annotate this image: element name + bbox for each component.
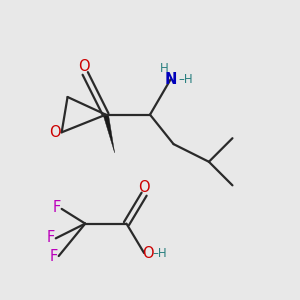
Text: O: O: [138, 180, 149, 195]
Text: F: F: [52, 200, 61, 215]
Text: –H: –H: [153, 247, 167, 260]
Text: F: F: [50, 249, 58, 264]
Text: –H: –H: [178, 73, 193, 85]
Text: O: O: [79, 59, 90, 74]
Text: H: H: [160, 61, 169, 75]
Polygon shape: [103, 114, 115, 153]
Text: O: O: [50, 125, 61, 140]
Text: N: N: [164, 71, 177, 86]
Text: F: F: [47, 230, 55, 245]
Text: O: O: [142, 246, 154, 261]
